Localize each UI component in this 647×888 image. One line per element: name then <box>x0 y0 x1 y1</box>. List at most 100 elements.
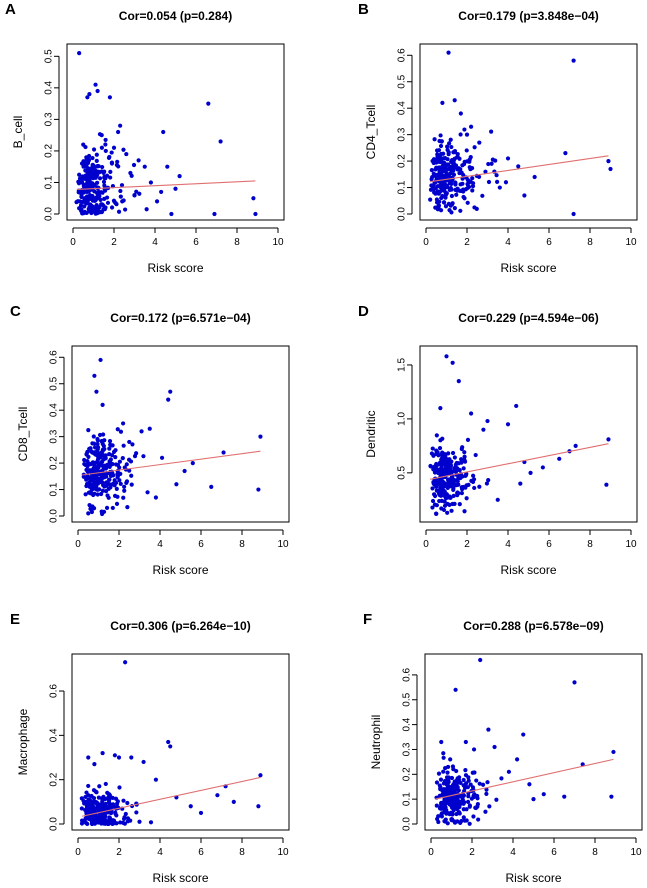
data-point <box>115 159 120 164</box>
data-point <box>443 191 448 196</box>
data-point <box>119 183 125 188</box>
regression-line <box>77 180 256 190</box>
data-point <box>139 429 144 434</box>
data-point <box>111 145 117 150</box>
y-tick-label: 1.5 <box>397 358 408 372</box>
data-point <box>459 460 464 465</box>
data-point <box>104 489 109 494</box>
data-point <box>86 428 91 433</box>
data-point <box>454 806 460 811</box>
data-point <box>516 164 521 169</box>
y-tick-label: 0.3 <box>402 742 413 756</box>
data-point <box>92 445 98 450</box>
data-point <box>93 801 98 806</box>
chart-title: Cor=0.054 (p=0.284) <box>119 9 232 23</box>
data-point <box>469 124 474 129</box>
data-point <box>457 170 462 176</box>
data-point <box>120 456 125 461</box>
data-point <box>492 744 497 750</box>
data-point <box>117 478 122 483</box>
data-point <box>114 821 119 826</box>
data-point <box>125 800 130 806</box>
panel-c: C Cor=0.172 (p=6.571e−04) 0 2 4 6 8 10 Risk scor… <box>10 303 290 577</box>
y-tick-label: 0.0 <box>44 207 55 221</box>
data-point <box>94 465 99 470</box>
x-tick-label: 2 <box>464 237 470 248</box>
x-tick-label: 8 <box>239 539 245 550</box>
data-point <box>448 171 453 176</box>
data-point <box>465 200 470 205</box>
data-point <box>112 493 118 498</box>
x-axis-label: Risk score <box>152 871 208 885</box>
data-point <box>76 179 81 184</box>
data-point <box>430 486 435 491</box>
data-point <box>455 785 460 790</box>
data-point <box>161 129 166 135</box>
data-point <box>78 203 84 208</box>
y-tick-label: 0.5 <box>402 692 413 706</box>
data-point <box>86 207 92 213</box>
data-point <box>118 188 123 194</box>
data-point <box>101 179 107 184</box>
y-tick-label: 0.0 <box>402 817 413 831</box>
data-point <box>94 389 99 394</box>
data-point <box>88 798 93 803</box>
data-point <box>562 794 567 799</box>
data-point <box>129 482 134 487</box>
data-point <box>100 480 106 485</box>
data-point <box>483 169 488 174</box>
data-point <box>454 781 460 786</box>
x-tick-label: 4 <box>505 237 511 248</box>
data-point <box>90 207 95 212</box>
data-point <box>454 778 459 783</box>
data-point <box>481 427 486 432</box>
data-point <box>100 488 105 493</box>
data-point <box>466 778 471 783</box>
data-point <box>177 174 182 179</box>
data-point <box>95 163 101 169</box>
data-point <box>453 180 458 186</box>
data-point <box>81 184 86 189</box>
data-point <box>79 194 84 199</box>
y-tick-label: 0.4 <box>49 403 60 417</box>
y-axis-label: CD4_Tcell <box>364 105 378 160</box>
data-point <box>168 389 173 394</box>
data-point <box>153 495 158 500</box>
panel-letter: C <box>10 303 21 320</box>
data-point <box>94 473 99 478</box>
data-point <box>515 757 520 762</box>
data-point <box>81 142 86 147</box>
data-point <box>84 164 89 169</box>
x-tick-label: 8 <box>239 847 245 858</box>
data-point <box>253 211 258 217</box>
data-point <box>466 794 471 799</box>
data-point <box>88 187 93 192</box>
data-point <box>439 814 445 819</box>
x-tick-label: 6 <box>546 237 552 248</box>
data-point <box>445 147 450 153</box>
data-point <box>443 195 448 200</box>
data-point <box>117 465 122 470</box>
panel-e: E Cor=0.306 (p=6.264e−10) 0 2 4 6 8 10 Risk scor… <box>10 611 290 885</box>
data-point <box>256 487 261 492</box>
data-point <box>89 203 94 208</box>
data-point <box>87 180 92 185</box>
data-point <box>455 466 460 471</box>
data-point <box>114 462 119 467</box>
y-tick-label: 0.5 <box>397 74 408 88</box>
data-point <box>93 174 98 179</box>
x-tick-label: 2 <box>464 539 470 550</box>
data-point <box>449 210 454 215</box>
data-point <box>434 175 439 180</box>
y-tick-label: 0.3 <box>49 429 60 443</box>
y-axis-label: B_cell <box>11 116 25 149</box>
data-point <box>90 461 95 466</box>
data-point <box>84 807 89 813</box>
plot-frame <box>71 653 290 831</box>
y-tick-label: 0.4 <box>397 101 408 115</box>
data-point <box>442 797 447 802</box>
data-point <box>442 499 447 504</box>
data-point <box>453 687 458 692</box>
data-point <box>489 129 494 134</box>
data-point <box>134 810 139 815</box>
